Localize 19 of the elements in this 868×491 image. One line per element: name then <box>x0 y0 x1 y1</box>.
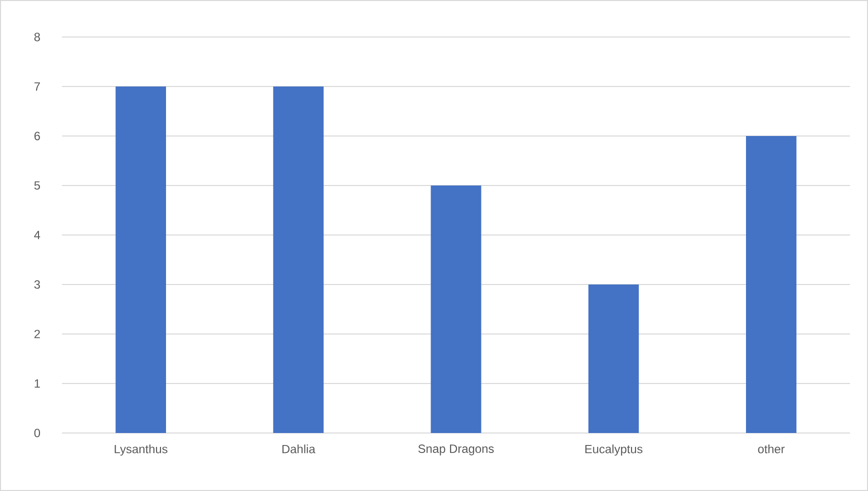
x-tick-label: Eucalyptus <box>585 444 642 456</box>
y-tick-label: 1 <box>34 379 40 388</box>
y-tick-label: 5 <box>34 181 40 190</box>
bar <box>430 185 482 433</box>
y-tick-label: 2 <box>34 330 40 338</box>
x-tick-label: other <box>758 444 785 454</box>
y-tick-label: 6 <box>34 132 40 140</box>
x-tick-label: Dahlia <box>282 444 316 454</box>
y-tick-label: 3 <box>34 280 40 289</box>
y-tick-label: 8 <box>34 32 40 42</box>
x-tick-label: Snap Dragons <box>418 444 494 456</box>
bar <box>746 136 796 433</box>
y-tick-label: 0 <box>34 428 40 438</box>
y-tick-label: 7 <box>34 82 40 91</box>
bar <box>273 86 324 433</box>
bar <box>116 86 166 433</box>
y-tick-label: 4 <box>34 230 40 240</box>
x-tick-label: Lysanthus <box>114 444 168 456</box>
bar <box>588 284 639 433</box>
